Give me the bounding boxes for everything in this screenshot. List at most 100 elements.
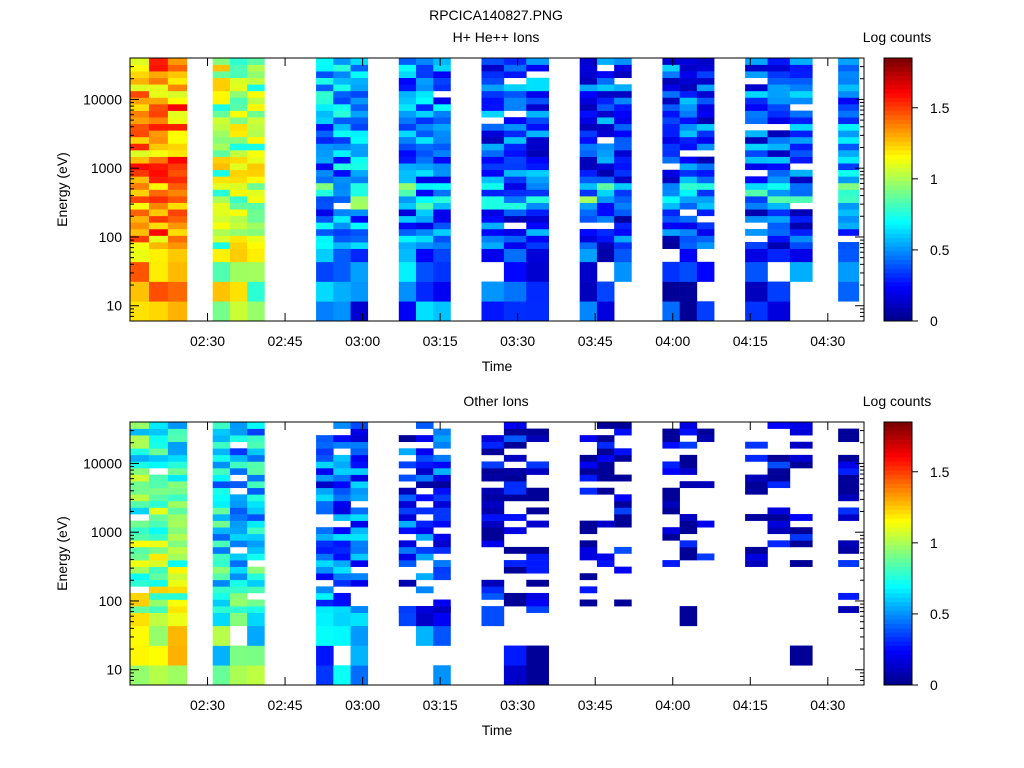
- spectrogram-cell: [229, 117, 248, 125]
- spectrogram-cell: [398, 189, 417, 197]
- spectrogram-cell: [167, 579, 188, 587]
- spectrogram-cell: [316, 586, 334, 594]
- spectrogram-cell: [789, 156, 813, 164]
- spectrogram-cell: [679, 58, 698, 65]
- spectrogram-cell: [789, 242, 813, 249]
- spectrogram-cell: [167, 64, 188, 72]
- spectrogram-cell: [526, 599, 549, 607]
- colorbar-segment: [884, 136, 912, 142]
- spectrogram-cell: [398, 90, 417, 98]
- spectrogram-cell: [579, 182, 598, 190]
- spectrogram-cell: [229, 494, 248, 502]
- spectrogram-cell: [503, 665, 527, 686]
- spectrogram-cell: [229, 110, 248, 118]
- spectrogram-cell: [767, 235, 791, 243]
- spectrogram-cell: [614, 454, 632, 462]
- x-tick-label: 04:00: [655, 697, 690, 713]
- spectrogram-cell: [614, 150, 632, 157]
- spectrogram-cell: [229, 566, 248, 574]
- colorbar-segment: [884, 290, 912, 296]
- spectrogram-cell: [526, 665, 549, 686]
- colorbar-segment: [884, 623, 912, 629]
- spectrogram-cell: [503, 90, 527, 98]
- spectrogram-cell: [579, 130, 598, 138]
- panel-1-title: H+ He++ Ions: [453, 29, 540, 45]
- spectrogram-cell: [433, 540, 451, 548]
- spectrogram-cell: [838, 71, 860, 79]
- spectrogram-cell: [838, 110, 860, 118]
- spectrogram-cell: [433, 514, 451, 521]
- panel-2-colorbar: 0 0.5 1 1.5: [883, 421, 950, 693]
- spectrogram-cell: [614, 196, 632, 203]
- spectrogram-cell: [229, 58, 248, 65]
- spectrogram-cell: [350, 448, 369, 456]
- spectrogram-cell: [745, 104, 768, 111]
- spectrogram-cell: [579, 215, 598, 223]
- spectrogram-cell: [229, 527, 248, 535]
- spectrogram-cell: [212, 64, 231, 72]
- spectrogram-cell: [130, 150, 150, 157]
- spectrogram-cell: [838, 143, 860, 151]
- spectrogram-cell: [229, 435, 248, 443]
- spectrogram-cell: [148, 494, 169, 502]
- spectrogram-cell: [247, 422, 265, 429]
- spectrogram-cell: [148, 235, 169, 243]
- spectrogram-cell: [526, 58, 549, 65]
- spectrogram-cell: [229, 560, 248, 567]
- spectrogram-cell: [247, 189, 265, 197]
- spectrogram-cell: [350, 461, 369, 469]
- spectrogram-cell: [838, 435, 860, 443]
- spectrogram-cell: [662, 150, 680, 157]
- spectrogram-cell: [614, 97, 632, 105]
- spectrogram-cell: [481, 527, 505, 535]
- spectrogram-cell: [767, 97, 791, 105]
- spectrogram-cell: [662, 228, 680, 236]
- spectrogram-cell: [767, 143, 791, 151]
- spectrogram-cell: [247, 228, 265, 236]
- colorbar-segment: [884, 97, 912, 103]
- spectrogram-cell: [789, 428, 813, 436]
- spectrogram-cell: [696, 84, 715, 92]
- spectrogram-cell: [212, 468, 231, 475]
- colorbar-segment: [884, 584, 912, 589]
- spectrogram-cell: [679, 156, 698, 164]
- x-tick-label: 03:00: [345, 333, 380, 349]
- spectrogram-cell: [416, 209, 434, 217]
- spectrogram-cell: [503, 169, 527, 177]
- spectrogram-cell: [416, 222, 434, 230]
- spectrogram-cell: [229, 507, 248, 515]
- spectrogram-cell: [433, 209, 451, 217]
- spectrogram-cell: [789, 189, 813, 197]
- spectrogram-cell: [433, 566, 451, 574]
- spectrogram-cell: [614, 546, 632, 554]
- spectrogram-cell: [433, 143, 451, 151]
- spectrogram-cell: [212, 143, 231, 151]
- spectrogram-cell: [212, 58, 231, 65]
- spectrogram-cell: [350, 579, 369, 587]
- colorbar-segment: [884, 535, 912, 541]
- spectrogram-cell: [596, 143, 615, 151]
- spectrogram-cell: [696, 435, 715, 443]
- spectrogram-cell: [745, 189, 768, 197]
- spectrogram-cell: [333, 242, 351, 249]
- spectrogram-cell: [745, 97, 768, 105]
- spectrogram-cell: [212, 117, 231, 125]
- spectrogram-cell: [416, 625, 434, 646]
- spectrogram-cell: [316, 90, 334, 98]
- spectrogram-cell: [579, 189, 598, 197]
- spectrogram-cell: [130, 117, 150, 125]
- spectrogram-cell: [679, 514, 698, 521]
- y-tick-label: 100: [99, 593, 123, 609]
- spectrogram-cell: [316, 169, 334, 177]
- spectrogram-cell: [316, 645, 334, 666]
- spectrogram-cell: [316, 448, 334, 456]
- spectrogram-cell: [526, 130, 549, 138]
- spectrogram-cell: [333, 422, 351, 429]
- spectrogram-cell: [679, 163, 698, 171]
- colorbar-segment: [884, 448, 912, 454]
- spectrogram-cell: [247, 468, 265, 475]
- colorbar-segment: [884, 514, 912, 519]
- spectrogram-cell: [503, 215, 527, 223]
- spectrogram-cell: [130, 235, 150, 243]
- spectrogram-cell: [229, 222, 248, 230]
